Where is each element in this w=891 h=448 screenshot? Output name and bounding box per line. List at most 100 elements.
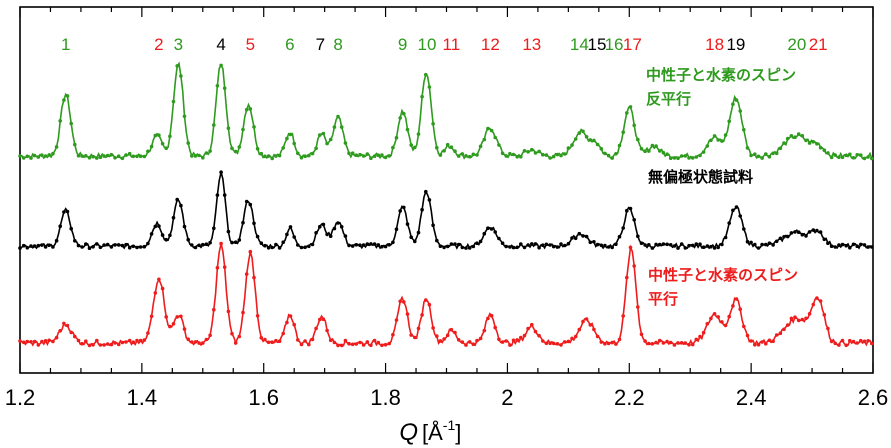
data-point (95, 156, 99, 160)
data-point (526, 150, 530, 154)
data-point (621, 130, 625, 134)
data-point (310, 151, 315, 156)
data-point (40, 339, 44, 344)
data-point (394, 318, 399, 322)
data-point (168, 134, 172, 139)
data-point (482, 231, 487, 236)
data-point (573, 334, 578, 339)
data-point (800, 232, 805, 237)
data-point (142, 338, 147, 342)
data-point (559, 343, 563, 347)
data-point (303, 245, 307, 250)
data-point (420, 313, 424, 317)
data-point (43, 245, 48, 249)
data-point (332, 125, 337, 129)
data-point (442, 245, 446, 250)
data-point (815, 142, 819, 146)
x-axis-unit-close: ] (455, 420, 461, 445)
data-point (519, 154, 523, 159)
data-point (570, 336, 574, 341)
data-point (91, 154, 95, 159)
data-point (105, 342, 110, 346)
data-point (208, 333, 212, 338)
data-point (51, 339, 55, 344)
data-point (186, 337, 190, 342)
x-tick-label: 2.4 (736, 385, 767, 410)
data-point (54, 335, 59, 340)
data-point (471, 244, 476, 249)
series-lines (18, 61, 874, 348)
data-point (69, 121, 73, 126)
data-point (793, 135, 797, 139)
data-point (285, 320, 289, 325)
data-point (212, 307, 216, 312)
data-point (102, 243, 106, 247)
data-point (811, 228, 816, 232)
data-point (866, 339, 870, 343)
data-point (515, 338, 519, 342)
data-point (859, 338, 863, 343)
x-tick-label: 2 (501, 385, 513, 410)
peak-label-9: 9 (398, 35, 407, 54)
data-point (285, 136, 289, 141)
data-point (800, 317, 805, 322)
data-point (409, 143, 414, 147)
data-point (73, 142, 77, 147)
data-point (610, 340, 614, 345)
data-point (109, 245, 114, 249)
data-point (138, 338, 143, 343)
data-point (347, 341, 351, 346)
data-point (255, 146, 260, 151)
data-point (723, 235, 728, 240)
peak-label-16: 16 (605, 35, 624, 54)
data-point (826, 151, 830, 155)
data-point (292, 141, 297, 146)
data-point (672, 343, 677, 347)
data-point (632, 264, 636, 268)
peak-label-4: 4 (216, 35, 225, 54)
data-point (343, 234, 348, 238)
data-point (826, 326, 830, 331)
data-point (47, 243, 51, 247)
data-point (299, 155, 304, 160)
data-point (493, 135, 498, 140)
data-point (171, 322, 176, 326)
data-point (328, 234, 333, 238)
x-tick-label: 1.2 (5, 385, 36, 410)
data-point (588, 323, 593, 327)
data-point (716, 315, 720, 319)
data-point (562, 243, 567, 248)
data-point (58, 224, 62, 228)
data-point (508, 343, 512, 347)
data-point (508, 151, 512, 156)
data-point (263, 337, 267, 342)
data-point (544, 341, 549, 346)
data-point (116, 342, 121, 347)
data-point (497, 337, 501, 342)
data-point (456, 242, 461, 247)
data-point (201, 242, 205, 247)
data-point (296, 151, 300, 156)
data-point (639, 241, 644, 245)
data-point (690, 156, 695, 160)
data-point (562, 152, 567, 156)
series-black (18, 170, 874, 250)
data-point (647, 149, 651, 153)
data-point (369, 343, 373, 348)
data-point (116, 243, 121, 247)
data-point (734, 205, 739, 209)
data-point (347, 151, 351, 156)
data-point (215, 193, 220, 197)
data-point (237, 145, 242, 149)
data-point (745, 146, 750, 150)
data-point (650, 342, 655, 346)
data-point (478, 336, 483, 341)
data-point (647, 243, 651, 247)
data-point (277, 339, 282, 344)
data-point (533, 329, 538, 334)
data-point (657, 338, 662, 343)
data-point (424, 72, 428, 77)
data-point (157, 224, 161, 228)
data-point (716, 245, 720, 250)
data-point (486, 226, 490, 230)
